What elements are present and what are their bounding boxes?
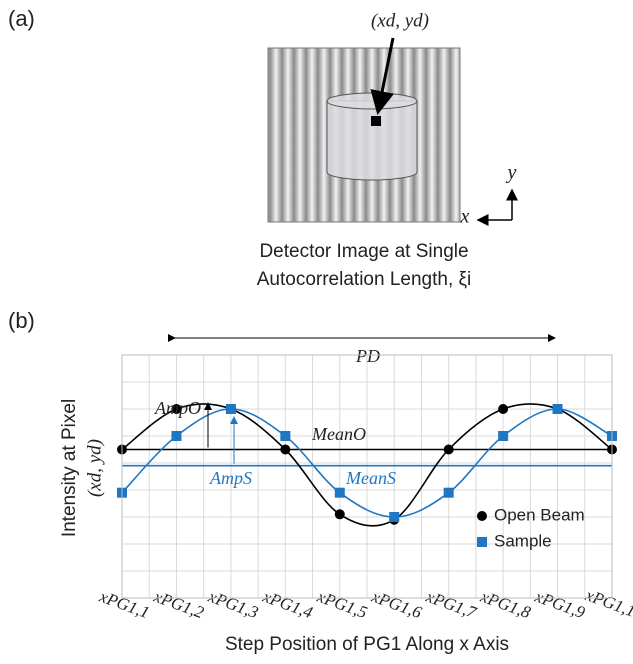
cylinder [326,92,418,181]
data-point [280,431,291,441]
y-axis-label: Intensity at Pixel [59,399,80,537]
panel-label: (a) [8,6,35,31]
x-tick-label: xPG1,7 [423,586,480,622]
x-tick-label: xPG1,10 [582,585,633,624]
annotation: AmpS [209,468,252,488]
x-tick-label: xPG1,4 [260,586,316,622]
point-label: (xd, yd) [371,10,429,31]
reference-label: MeanS [345,468,396,488]
legend-label: Open Beam [494,505,585,524]
pixel-marker [371,116,381,126]
axis-y-label: y [506,162,517,184]
data-point [389,512,400,522]
legend-marker [477,511,487,521]
axis-x-label: x [460,206,470,228]
data-point [498,404,509,414]
y-axis-label: (xd, yd) [84,439,105,497]
x-tick-label: xPG1,6 [368,586,424,622]
annotation: PD [355,346,380,366]
data-point [443,444,454,455]
x-tick-label: xPG1,2 [151,586,207,622]
annotation: AmpO [154,398,201,418]
x-tick-label: xPG1,3 [205,586,261,622]
data-point [552,404,563,414]
data-point [334,487,345,498]
reference-label: MeanO [311,424,366,444]
data-point [498,431,509,441]
caption: Autocorrelation Length, ξi [257,269,471,290]
series-line [121,408,613,518]
plot-frame [121,354,613,599]
data-point [171,404,182,414]
pointer-arrow [370,37,395,115]
data-point [443,487,454,498]
caption: Detector Image at Single [259,241,468,262]
x-tick-label: xPG1,1 [96,586,152,622]
legend-marker [477,537,487,547]
x-axis-label: Step Position of PG1 Along x Axis [225,634,509,655]
panel-label: (b) [8,308,35,333]
data-point [225,404,236,414]
x-tick-label: xPG1,8 [477,586,533,622]
x-tick-label: xPG1,5 [314,586,370,622]
data-point [334,509,345,520]
legend-label: Sample [494,531,552,550]
x-tick-label: xPG1,9 [532,586,588,622]
data-point [171,431,182,441]
data-point [280,444,291,455]
